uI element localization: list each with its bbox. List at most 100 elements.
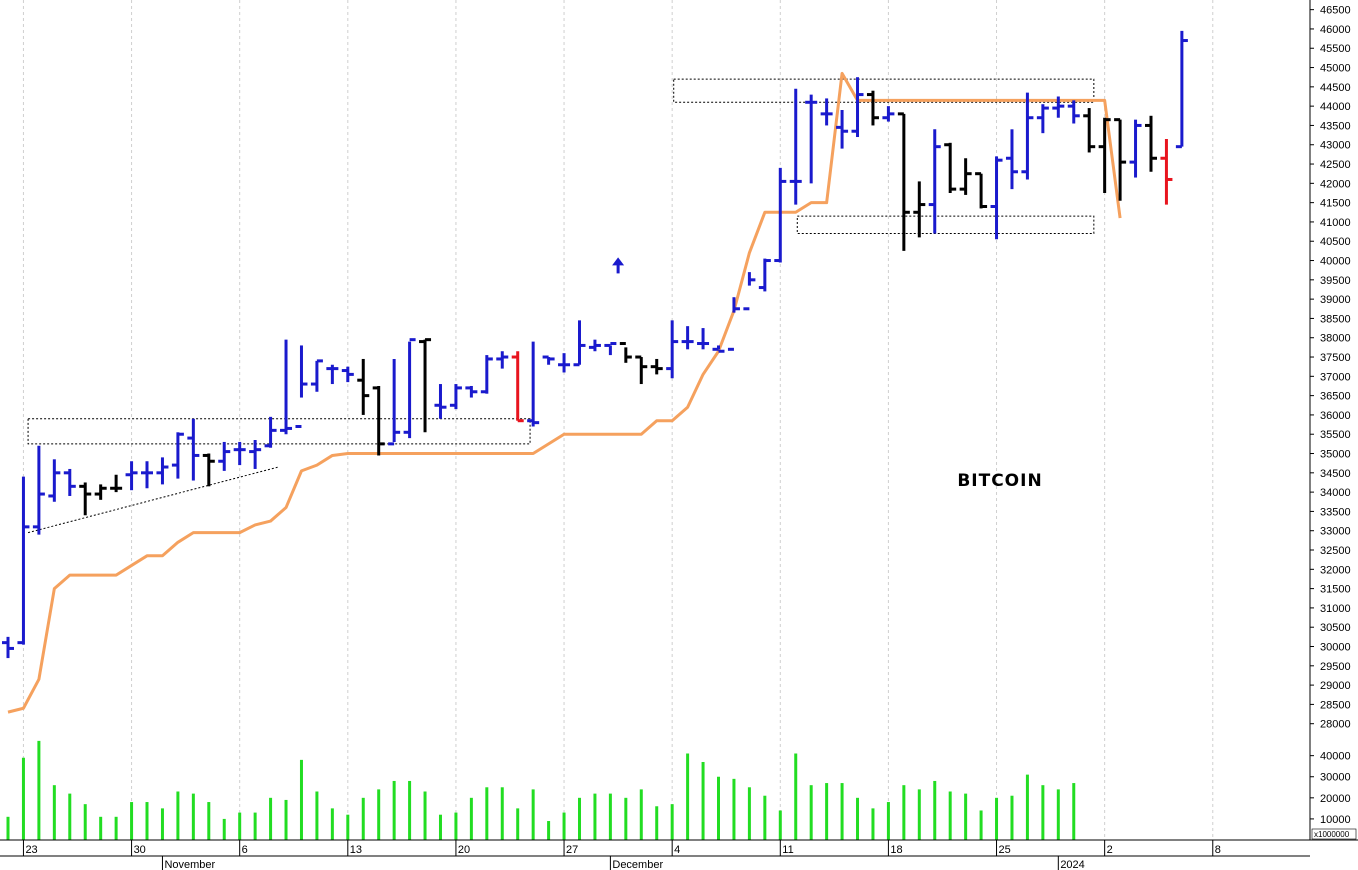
ohlc-bar (866, 90, 879, 126)
volume-tick: 20000 (1310, 793, 1351, 805)
date-tick-label: 4 (674, 844, 680, 856)
month-tick-label: 2024 (1060, 859, 1084, 870)
price-tick: 34500 (1310, 468, 1351, 480)
ohlc-bar (542, 355, 555, 365)
ohlc-bar (1160, 138, 1173, 205)
ohlc-bar (944, 142, 957, 193)
trailing-stop-layer (7, 71, 1122, 714)
ohlc-bar (233, 441, 246, 466)
ohlc-bar (496, 351, 509, 369)
price-tick-label: 45500 (1320, 43, 1351, 55)
price-tick-label: 43000 (1320, 140, 1351, 152)
price-tick: 36000 (1310, 410, 1351, 422)
date-tick: 27 (563, 840, 578, 856)
price-tick-label: 42500 (1320, 159, 1351, 171)
date-tick: 18 (887, 840, 903, 856)
price-tick: 30000 (1310, 642, 1351, 654)
ohlc-bar (295, 345, 308, 429)
price-tick-label: 38500 (1320, 313, 1351, 325)
price-tick-label: 45000 (1320, 63, 1351, 75)
price-tick: 35000 (1310, 449, 1351, 461)
ohlc-bar (403, 338, 416, 439)
price-tick-label: 43500 (1320, 120, 1351, 132)
ohlc-bar (588, 339, 601, 352)
price-tick-label: 29000 (1320, 680, 1351, 692)
price-tick: 45000 (1310, 63, 1351, 75)
price-tick: 38000 (1310, 333, 1351, 345)
ohlc-bar (48, 459, 61, 502)
date-tick: 8 (1212, 840, 1221, 856)
price-tick-label: 39500 (1320, 275, 1351, 287)
ohlc-bar (79, 482, 92, 516)
price-tick: 46500 (1310, 5, 1351, 17)
price-tick-label: 32500 (1320, 545, 1351, 557)
ohlc-bar (434, 384, 447, 419)
ohlc-bar (635, 355, 648, 385)
ohlc-bar (357, 358, 370, 415)
ohlc-bar (1021, 92, 1034, 180)
ohlc-bar (836, 110, 849, 149)
price-tick: 44000 (1310, 101, 1351, 113)
price-tick-label: 35000 (1320, 449, 1351, 461)
ohlc-bar (1005, 129, 1018, 190)
ohlc-bar (666, 320, 679, 379)
price-tick: 42500 (1310, 159, 1351, 171)
ohlc-bar (2, 636, 14, 659)
month-tick: 2024 (1057, 856, 1085, 870)
price-tick-label: 31500 (1320, 584, 1351, 596)
ohlc-bar (32, 445, 45, 535)
price-tick-label: 33500 (1320, 506, 1351, 518)
price-tick: 32500 (1310, 545, 1351, 557)
ohlc-bar (1036, 104, 1049, 134)
ohlc-bar (187, 418, 200, 481)
price-tick-label: 44000 (1320, 101, 1351, 113)
volume-tick: 10000 (1310, 814, 1351, 826)
price-tick: 44500 (1310, 82, 1351, 94)
ohlc-bar (171, 432, 184, 479)
ohlc-bar (63, 468, 76, 496)
price-tick: 43000 (1310, 140, 1351, 152)
date-tick-label: 25 (999, 844, 1011, 856)
price-tick: 43500 (1310, 120, 1351, 132)
ohlc-bar (1052, 96, 1065, 118)
ohlc-bar (280, 339, 293, 435)
price-tick: 36500 (1310, 391, 1351, 403)
date-tick-label: 27 (566, 844, 578, 856)
price-tick: 34000 (1310, 487, 1351, 499)
ohlc-bar (1067, 100, 1080, 124)
price-tick-label: 38000 (1320, 333, 1351, 345)
arrow-head (612, 257, 625, 266)
ohlc-bar (727, 297, 740, 351)
price-tick-label: 41000 (1320, 217, 1351, 229)
price-tick-label: 32000 (1320, 564, 1351, 576)
date-tick: 2 (1104, 840, 1113, 856)
price-tick: 28000 (1310, 719, 1351, 731)
price-tick-label: 35500 (1320, 429, 1351, 441)
ohlc-bar (326, 364, 339, 385)
date-tick: 11 (779, 840, 794, 856)
date-tick: 6 (239, 840, 248, 856)
volume-unit-label: x1000000 (1314, 830, 1350, 839)
arrow-shaft (616, 264, 620, 274)
ohlc-bar (758, 258, 771, 292)
price-tick: 39500 (1310, 275, 1351, 287)
ohlc-bar (1144, 115, 1157, 172)
price-tick-label: 42000 (1320, 178, 1351, 190)
ohlc-bar (558, 353, 571, 373)
date-tick-label: 2 (1107, 844, 1113, 856)
price-tick: 37000 (1310, 371, 1351, 383)
ohlc-bar (1098, 117, 1111, 193)
ohlc-bar (573, 320, 586, 367)
ohlc-bar (1114, 118, 1127, 201)
volume-unit-box (1311, 828, 1357, 840)
volume-tick: 40000 (1310, 751, 1351, 763)
ohlc-bar (712, 345, 725, 353)
chart-title: BITCOIN (957, 471, 1042, 491)
price-tick-label: 31000 (1320, 603, 1351, 615)
price-tick: 33000 (1310, 526, 1351, 538)
price-tick: 31500 (1310, 584, 1351, 596)
price-tick-label: 29500 (1320, 661, 1351, 673)
price-bars (2, 30, 1188, 659)
